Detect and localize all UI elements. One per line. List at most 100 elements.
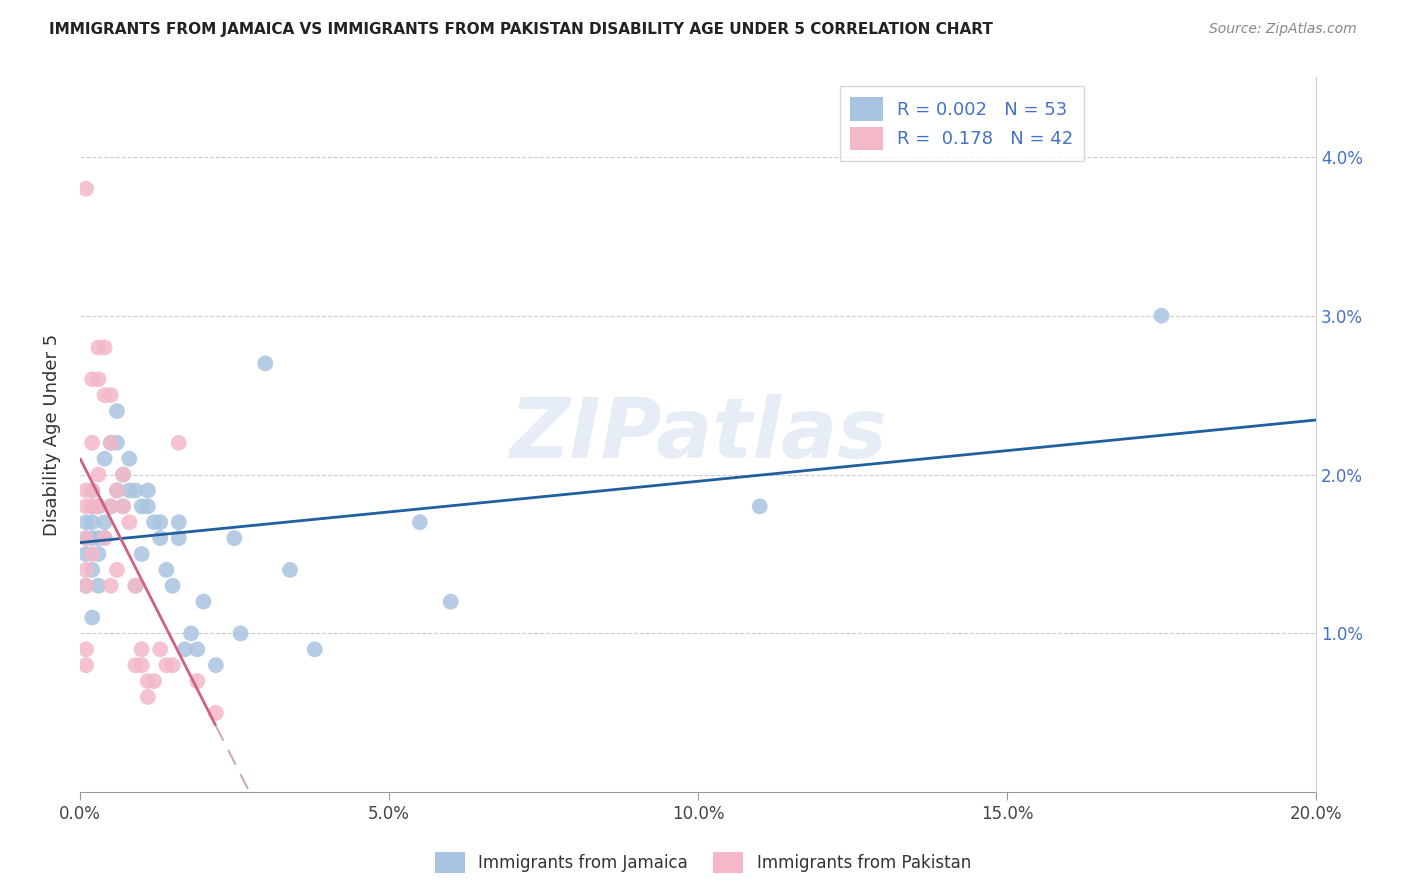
Point — [75, 515, 97, 529]
Point — [167, 531, 190, 545]
Point — [174, 642, 197, 657]
Point — [112, 500, 135, 514]
Point — [136, 690, 159, 704]
Point — [75, 658, 97, 673]
Point — [124, 579, 146, 593]
Point — [149, 515, 172, 529]
Point — [112, 500, 135, 514]
Point — [254, 356, 277, 370]
Point — [93, 531, 115, 545]
Point — [75, 563, 97, 577]
Point — [75, 531, 97, 545]
Point — [304, 642, 326, 657]
Point — [112, 467, 135, 482]
Point — [87, 500, 110, 514]
Point — [149, 531, 172, 545]
Point — [124, 658, 146, 673]
Point — [131, 658, 153, 673]
Point — [748, 500, 770, 514]
Point — [118, 515, 141, 529]
Point — [193, 595, 215, 609]
Point — [87, 579, 110, 593]
Point — [75, 547, 97, 561]
Point — [75, 500, 97, 514]
Point — [87, 547, 110, 561]
Point — [82, 500, 104, 514]
Point — [143, 674, 166, 689]
Point — [118, 451, 141, 466]
Point — [93, 531, 115, 545]
Point — [75, 579, 97, 593]
Legend: Immigrants from Jamaica, Immigrants from Pakistan: Immigrants from Jamaica, Immigrants from… — [429, 846, 977, 880]
Point — [105, 483, 128, 498]
Point — [82, 515, 104, 529]
Point — [75, 642, 97, 657]
Point — [278, 563, 301, 577]
Point — [131, 547, 153, 561]
Point — [143, 515, 166, 529]
Point — [162, 658, 184, 673]
Point — [87, 372, 110, 386]
Text: Source: ZipAtlas.com: Source: ZipAtlas.com — [1209, 22, 1357, 37]
Point — [136, 674, 159, 689]
Point — [100, 500, 122, 514]
Point — [87, 467, 110, 482]
Point — [87, 500, 110, 514]
Point — [82, 547, 104, 561]
Point — [136, 500, 159, 514]
Point — [75, 531, 97, 545]
Point — [75, 181, 97, 195]
Point — [75, 579, 97, 593]
Text: ZIPatlas: ZIPatlas — [509, 394, 887, 475]
Point — [93, 341, 115, 355]
Point — [105, 404, 128, 418]
Point — [440, 595, 463, 609]
Point — [186, 642, 208, 657]
Point — [409, 515, 432, 529]
Point — [131, 642, 153, 657]
Point — [100, 435, 122, 450]
Point — [205, 658, 228, 673]
Point — [149, 642, 172, 657]
Point — [136, 483, 159, 498]
Point — [100, 579, 122, 593]
Point — [82, 483, 104, 498]
Legend: R = 0.002   N = 53, R =  0.178   N = 42: R = 0.002 N = 53, R = 0.178 N = 42 — [839, 87, 1084, 161]
Point — [82, 563, 104, 577]
Point — [180, 626, 202, 640]
Point — [87, 341, 110, 355]
Point — [224, 531, 246, 545]
Point — [75, 483, 97, 498]
Point — [105, 435, 128, 450]
Y-axis label: Disability Age Under 5: Disability Age Under 5 — [44, 334, 60, 536]
Point — [82, 372, 104, 386]
Point — [131, 500, 153, 514]
Point — [93, 388, 115, 402]
Point — [100, 435, 122, 450]
Point — [93, 515, 115, 529]
Point — [105, 483, 128, 498]
Point — [167, 515, 190, 529]
Point — [93, 451, 115, 466]
Point — [82, 483, 104, 498]
Point — [1150, 309, 1173, 323]
Text: IMMIGRANTS FROM JAMAICA VS IMMIGRANTS FROM PAKISTAN DISABILITY AGE UNDER 5 CORRE: IMMIGRANTS FROM JAMAICA VS IMMIGRANTS FR… — [49, 22, 993, 37]
Point — [124, 483, 146, 498]
Point — [155, 658, 177, 673]
Point — [82, 610, 104, 624]
Point — [100, 388, 122, 402]
Point — [105, 563, 128, 577]
Point — [118, 483, 141, 498]
Point — [205, 706, 228, 720]
Point — [87, 531, 110, 545]
Point — [82, 500, 104, 514]
Point — [112, 467, 135, 482]
Point — [186, 674, 208, 689]
Point — [167, 435, 190, 450]
Point — [100, 500, 122, 514]
Point — [82, 531, 104, 545]
Point — [229, 626, 252, 640]
Point — [82, 435, 104, 450]
Point — [162, 579, 184, 593]
Point — [124, 579, 146, 593]
